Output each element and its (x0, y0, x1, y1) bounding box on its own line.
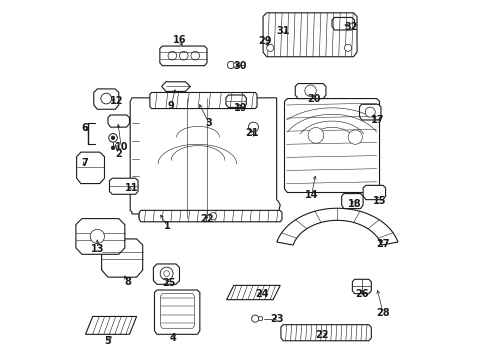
Polygon shape (162, 82, 190, 91)
Polygon shape (85, 316, 136, 334)
Polygon shape (154, 290, 200, 334)
Circle shape (344, 44, 351, 51)
Polygon shape (108, 115, 129, 127)
Text: 22: 22 (200, 213, 213, 224)
Text: 23: 23 (269, 314, 283, 324)
Text: 21: 21 (245, 128, 259, 138)
Circle shape (179, 51, 188, 60)
Text: 17: 17 (370, 115, 384, 125)
Text: 11: 11 (125, 183, 139, 193)
Text: 4: 4 (169, 333, 176, 343)
Circle shape (209, 212, 216, 220)
Text: 14: 14 (305, 190, 318, 200)
Text: 3: 3 (205, 118, 212, 128)
Polygon shape (331, 18, 354, 30)
Polygon shape (139, 210, 282, 222)
Text: 13: 13 (90, 244, 104, 253)
Circle shape (160, 267, 173, 280)
Polygon shape (276, 208, 397, 245)
Text: 15: 15 (372, 196, 386, 206)
Text: 32: 32 (344, 22, 357, 32)
Circle shape (258, 316, 262, 321)
Polygon shape (352, 279, 370, 294)
Circle shape (251, 315, 258, 322)
Text: 16: 16 (172, 35, 186, 45)
Polygon shape (160, 46, 206, 66)
Polygon shape (359, 104, 380, 120)
Text: 28: 28 (376, 308, 389, 318)
Text: 8: 8 (124, 277, 131, 287)
Polygon shape (226, 285, 280, 300)
Text: 10: 10 (114, 142, 128, 152)
Circle shape (111, 136, 115, 140)
Circle shape (266, 44, 273, 51)
Text: 1: 1 (164, 221, 171, 231)
Polygon shape (363, 185, 385, 200)
Circle shape (227, 62, 234, 68)
Circle shape (190, 51, 199, 60)
Polygon shape (263, 13, 356, 57)
Text: 25: 25 (162, 278, 175, 288)
Circle shape (163, 271, 169, 276)
Circle shape (233, 63, 237, 67)
Circle shape (168, 51, 176, 60)
Polygon shape (102, 239, 142, 277)
Circle shape (304, 85, 316, 96)
Polygon shape (130, 98, 280, 217)
Text: 24: 24 (254, 289, 268, 298)
Circle shape (90, 229, 104, 244)
Text: 6: 6 (81, 123, 88, 133)
Circle shape (347, 130, 362, 144)
Polygon shape (77, 152, 104, 184)
Text: 22: 22 (315, 330, 328, 341)
Text: 12: 12 (110, 96, 123, 107)
Text: 26: 26 (355, 289, 368, 298)
Circle shape (108, 134, 117, 142)
Text: 5: 5 (104, 337, 111, 346)
Text: 31: 31 (276, 26, 289, 36)
Polygon shape (295, 84, 325, 99)
Circle shape (101, 93, 111, 104)
Text: 18: 18 (347, 199, 361, 209)
Text: 9: 9 (167, 101, 174, 111)
Text: 2: 2 (115, 149, 122, 159)
Text: 19: 19 (234, 103, 247, 113)
Polygon shape (284, 99, 379, 193)
Polygon shape (76, 219, 124, 254)
Text: 7: 7 (81, 158, 88, 168)
Polygon shape (281, 325, 370, 341)
Circle shape (111, 146, 115, 150)
Polygon shape (94, 89, 119, 109)
Polygon shape (341, 194, 363, 208)
Polygon shape (109, 178, 138, 194)
Text: 20: 20 (307, 94, 320, 104)
Polygon shape (160, 294, 194, 328)
Text: 30: 30 (233, 62, 246, 71)
Polygon shape (149, 93, 257, 109)
Polygon shape (225, 95, 246, 108)
Circle shape (307, 127, 323, 143)
Polygon shape (153, 264, 179, 284)
Circle shape (248, 122, 258, 132)
Text: 27: 27 (376, 239, 389, 249)
Circle shape (365, 107, 374, 117)
Text: 29: 29 (258, 36, 271, 46)
